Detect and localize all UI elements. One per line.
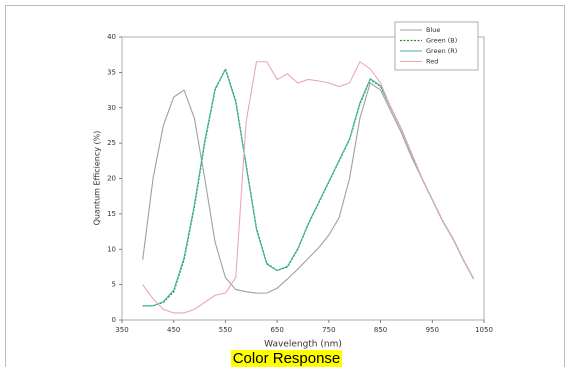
y-tick-label: 40: [107, 33, 116, 41]
x-tick-label: 550: [219, 326, 232, 334]
x-tick-label: 850: [374, 326, 387, 334]
caption: Color Response: [230, 350, 343, 367]
series-line: [142, 67, 475, 307]
x-tick-label: 350: [115, 326, 128, 334]
x-tick-label: 950: [426, 326, 439, 334]
y-tick-label: 25: [107, 139, 116, 147]
legend-label: Green (B): [426, 37, 457, 45]
x-axis-label: Wavelength (nm): [264, 340, 342, 350]
y-tick-label: 35: [107, 68, 116, 76]
series-line: [142, 68, 475, 307]
y-tick-label: 10: [107, 245, 116, 253]
x-tick-label: 450: [167, 326, 180, 334]
legend-label: Red: [426, 58, 438, 66]
y-tick-label: 0: [112, 316, 116, 324]
y-axis-label: Quantum Efficiency (%): [93, 131, 102, 226]
x-tick-label: 750: [322, 326, 335, 334]
x-tick-label: 650: [270, 326, 283, 334]
x-tick-label: 1050: [475, 326, 493, 334]
frame: [5, 5, 565, 367]
legend-label: Blue: [426, 26, 440, 34]
series-line: [142, 60, 475, 314]
series-line: [142, 82, 475, 294]
legend-label: Green (R): [426, 47, 457, 55]
y-tick-label: 15: [107, 210, 116, 218]
y-tick-label: 5: [112, 281, 116, 289]
y-tick-label: 20: [107, 175, 116, 183]
caption-box: Color Response: [0, 350, 573, 367]
plot-area: [121, 36, 485, 321]
y-tick-label: 30: [107, 104, 116, 112]
